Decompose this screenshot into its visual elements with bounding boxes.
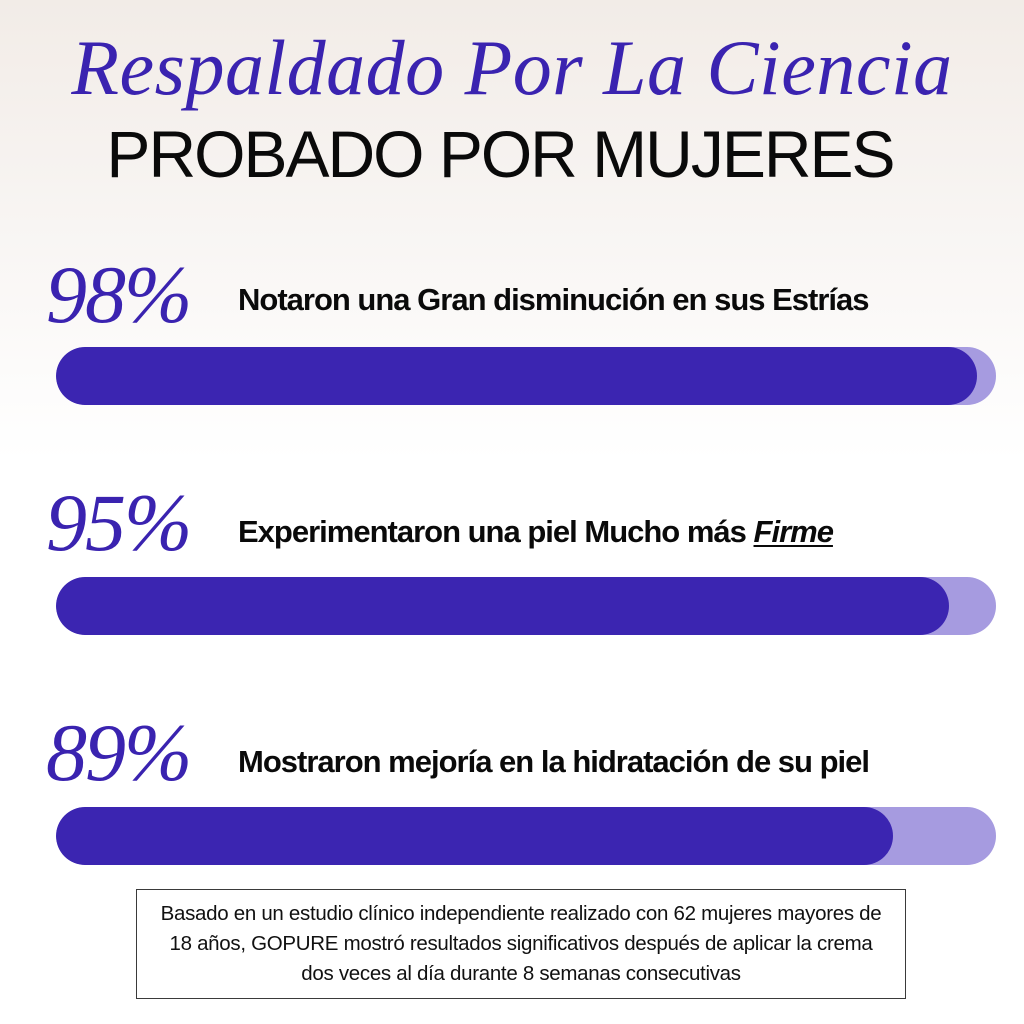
progress-bar-fill [56,807,893,865]
page-subtitle: PROBADO POR MUJERES [106,117,895,191]
stat-row-3: 89% Mostraron mejoría en la hidratación … [0,700,1024,880]
stat-claim: Experimentaron una piel Mucho más Firme [238,512,834,552]
progress-bar-track [56,347,996,405]
stat-claim-text: Experimentaron una piel Mucho más [238,514,754,549]
progress-bar-fill [56,347,978,405]
stat-claim: Mostraron mejoría en la hidratación de s… [238,742,870,782]
stat-row-1: 98% Notaron una Gran disminución en sus … [0,238,1024,418]
stat-claim-emphasis: Firme [753,514,834,549]
stat-claim-text: Notaron una Gran disminución en sus Estr… [238,282,870,317]
stat-claim: Notaron una Gran disminución en sus Estr… [238,280,870,320]
progress-bar-fill [56,577,949,635]
page-title: Respaldado Por La Ciencia [71,24,953,111]
stat-percentage: 89% [46,707,192,798]
study-footnote-box: Basado en un estudio clínico independien… [136,889,906,999]
stat-claim-text: Mostraron mejoría en la hidratación de s… [238,744,870,779]
progress-bar-track [56,807,996,865]
stat-percentage: 95% [46,477,192,568]
stat-row-2: 95% Experimentaron una piel Mucho más Fi… [0,470,1024,650]
study-footnote-text: Basado en un estudio clínico independien… [160,902,882,985]
progress-bar-track [56,577,996,635]
stat-percentage: 98% [46,249,192,340]
